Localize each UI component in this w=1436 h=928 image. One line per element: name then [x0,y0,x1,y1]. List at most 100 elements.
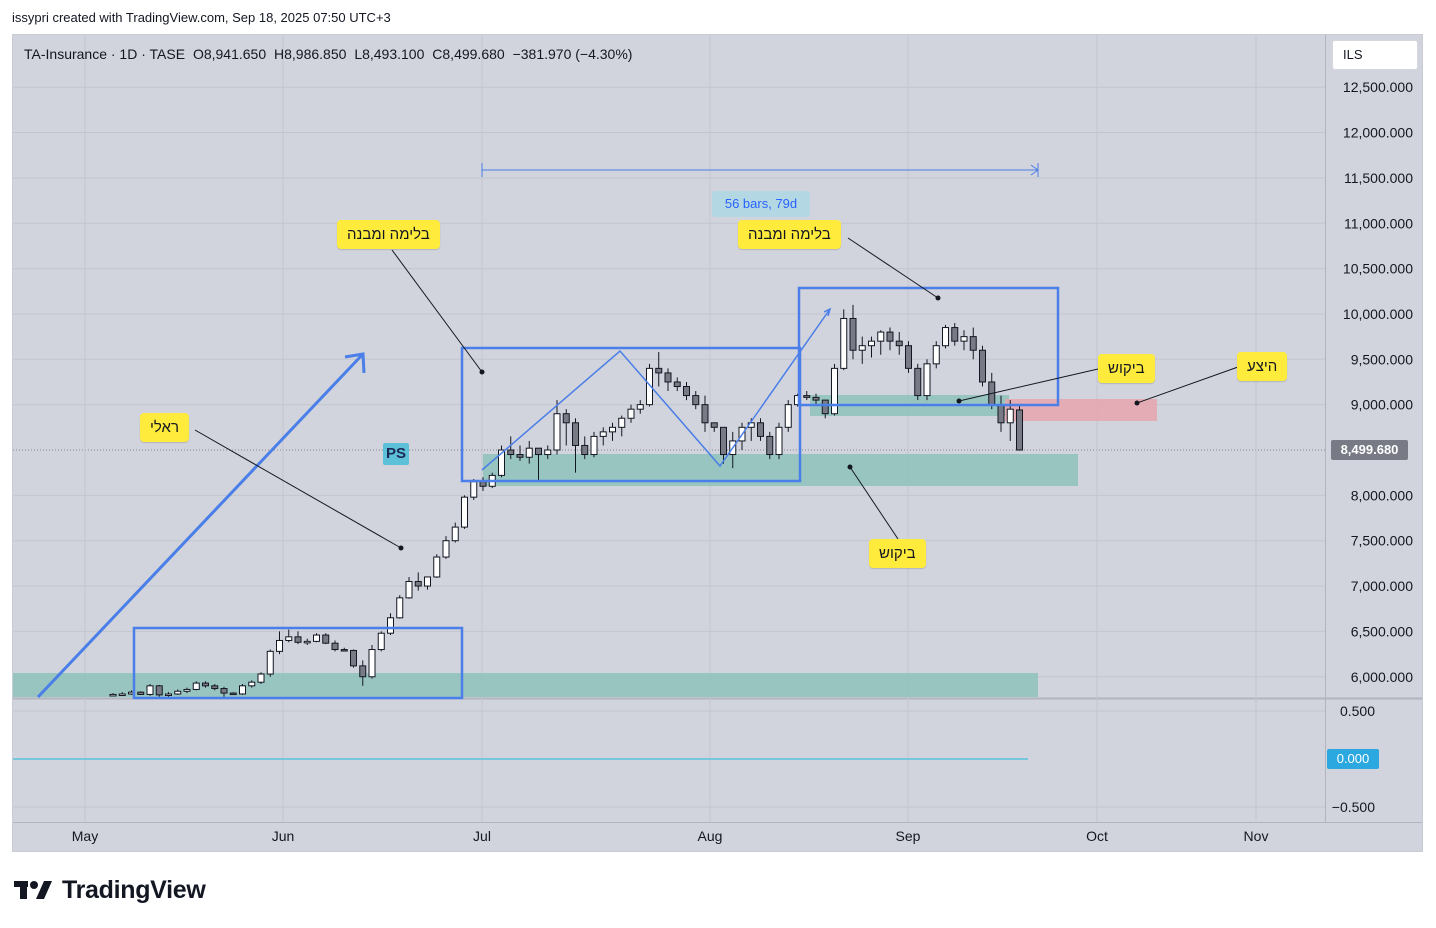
candle [701,395,709,432]
candle-body [192,682,200,690]
candle [451,522,459,543]
chart-attribution: issypri created with TradingView.com, Se… [12,10,391,25]
candle [562,409,570,446]
candle [396,595,404,619]
candle-body [701,404,709,424]
time-tick-label: Oct [1086,828,1108,844]
candle-body [424,576,431,587]
candle-body [535,447,542,456]
candle-body [905,345,912,369]
candle [942,324,949,349]
candle [858,336,866,364]
tradingview-logo[interactable]: TradingView [14,874,206,906]
label-structure-right[interactable]: בלימה ומבנה [738,220,841,249]
candle-body [146,685,154,695]
candle-body [525,447,533,458]
ps-badge[interactable]: PS [383,443,409,465]
candle [932,341,940,369]
callout-supply-dot [1134,400,1140,406]
label-real[interactable]: ראלי [140,413,189,442]
candle-body [257,673,265,683]
candle-body [877,331,885,342]
time-tick-label: Jun [272,828,295,844]
label-structure-left[interactable]: בלימה ומבנה [337,220,440,249]
candle-body [572,422,579,446]
candle-body [544,449,552,456]
candle [692,391,700,410]
candle-body [664,372,672,383]
legend-symbol: TA-Insurance · 1D · TASE [24,46,186,62]
candle-body [322,634,330,644]
candle-body [868,340,875,347]
structure-box-august [797,286,1060,407]
candle-body [775,426,783,456]
price-tick-label: 12,500.000 [1343,79,1413,95]
candle-body [609,426,616,433]
candle-body [710,422,718,428]
candle-body [498,449,505,476]
drawings-layer [13,163,1239,760]
price-tick-label: 8,000.000 [1351,487,1413,503]
candle-body [1006,408,1014,424]
candle-body [183,688,191,692]
candle-body [562,413,570,424]
label-supply[interactable]: היצע [1237,352,1288,381]
indicator-zero-tag: 0.000 [1327,749,1379,769]
currency-selector[interactable]: ILS [1332,40,1418,70]
label-demand-lower[interactable]: ביקוש [869,539,926,568]
last-price-tag: 8,499.680 [1331,440,1408,460]
candle [812,393,820,405]
candle-body [784,404,792,428]
candle [581,436,589,460]
candle-body [387,617,394,634]
candle [146,684,154,696]
candle-body [553,413,561,451]
candle [137,691,145,695]
label-demand-upper[interactable]: ביקוש [1098,354,1155,383]
candle [285,629,293,643]
candle [775,422,783,460]
candle [757,418,764,441]
candle-body [155,685,163,696]
candle-body [849,317,857,351]
candle [525,440,533,464]
candle [248,680,256,688]
candle [359,660,367,686]
candle-body [831,367,838,415]
indicator-tick-label: 0.500 [1340,703,1375,719]
candle [414,572,422,591]
candle [165,692,172,697]
price-tick-label: 11,000.000 [1344,215,1413,231]
candle-body [137,691,145,695]
candle [1006,400,1014,441]
candle-body [627,408,635,419]
candle-body [858,345,866,351]
candle [118,692,126,696]
candle [303,638,311,646]
candle-body [636,404,644,410]
legend-close: C8,499.680 [432,46,505,62]
price-tick-label: 6,000.000 [1351,669,1413,685]
time-tick-label: Nov [1244,828,1269,844]
candle-body [942,327,949,347]
candle-body [507,449,515,456]
candle-body [914,367,922,397]
price-tick-label: 10,500.000 [1343,261,1413,277]
candle [1016,405,1023,451]
date-range-label[interactable]: 56 bars, 79d [712,191,810,217]
candle [368,645,376,679]
candle [960,330,968,351]
price-tick-label: 10,000.000 [1343,306,1413,322]
demand-zone-low [13,673,1038,697]
rally-arrow [36,353,364,699]
price-tick-label: 11,500.000 [1344,170,1413,186]
candle [784,400,792,432]
candle [683,381,690,401]
date-range-arrowhead [1030,164,1039,176]
candle-body [211,685,219,690]
callout-demand-upper [958,368,1099,402]
candle [340,647,348,652]
candle [405,576,413,599]
candle [239,684,246,695]
